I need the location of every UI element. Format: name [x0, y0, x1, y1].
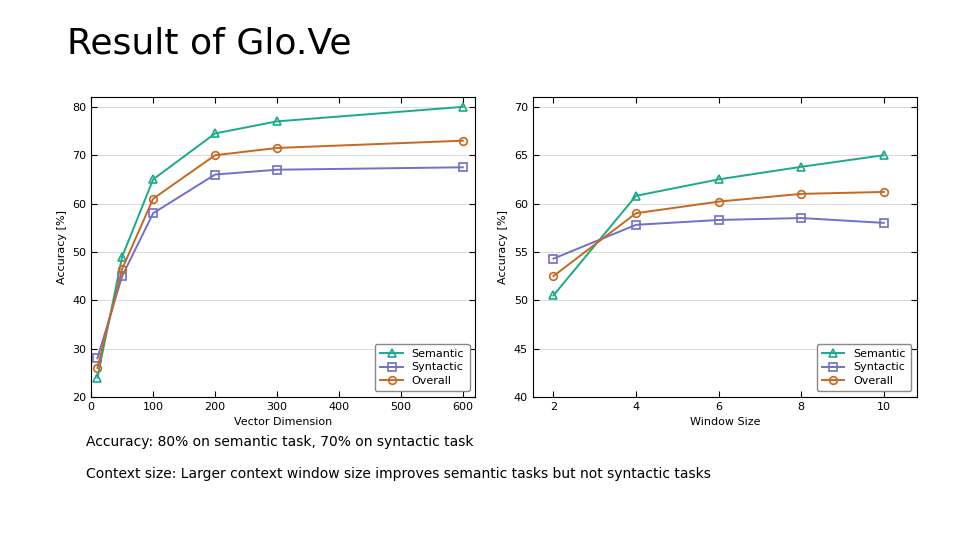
Semantic — [116, 253, 128, 260]
Overall — [272, 145, 283, 151]
Semantic — [209, 130, 221, 137]
Line: Syntactic: Syntactic — [93, 164, 467, 362]
Overall — [457, 138, 468, 144]
Legend: Semantic, Syntactic, Overall: Semantic, Syntactic, Overall — [375, 343, 469, 392]
Overall — [91, 364, 103, 371]
Syntactic — [457, 164, 468, 171]
X-axis label: Vector Dimension: Vector Dimension — [234, 417, 332, 427]
Semantic — [713, 176, 725, 183]
Line: Overall: Overall — [550, 188, 888, 280]
Line: Semantic: Semantic — [93, 103, 467, 382]
Overall — [548, 273, 560, 279]
Syntactic — [713, 217, 725, 223]
Overall — [878, 188, 890, 195]
Syntactic — [209, 171, 221, 178]
Syntactic — [91, 355, 103, 361]
Y-axis label: Accuracy [%]: Accuracy [%] — [57, 210, 66, 284]
Semantic — [457, 104, 468, 110]
Syntactic — [116, 273, 128, 279]
Syntactic — [148, 210, 159, 217]
Semantic — [91, 374, 103, 381]
Text: Context size: Larger context window size improves semantic tasks but not syntact: Context size: Larger context window size… — [86, 467, 711, 481]
Text: Result of Glo.Ve: Result of Glo.Ve — [67, 27, 351, 61]
Semantic — [631, 193, 642, 199]
Overall — [713, 198, 725, 205]
Overall — [116, 266, 128, 272]
Syntactic — [272, 166, 283, 173]
Syntactic — [878, 220, 890, 226]
X-axis label: Window Size: Window Size — [689, 417, 760, 427]
Overall — [631, 210, 642, 217]
Semantic — [272, 118, 283, 125]
Line: Overall: Overall — [93, 137, 467, 372]
Syntactic — [796, 215, 807, 221]
Semantic — [148, 176, 159, 183]
Y-axis label: Accuracy [%]: Accuracy [%] — [498, 210, 508, 284]
Line: Semantic: Semantic — [549, 151, 888, 300]
Syntactic — [631, 221, 642, 228]
Text: Accuracy: 80% on semantic task, 70% on syntactic task: Accuracy: 80% on semantic task, 70% on s… — [86, 435, 474, 449]
Semantic — [548, 292, 560, 299]
Semantic — [796, 164, 807, 170]
Semantic — [878, 152, 890, 158]
Overall — [209, 152, 221, 158]
Overall — [796, 191, 807, 197]
Syntactic — [548, 255, 560, 262]
Line: Syntactic: Syntactic — [550, 214, 888, 262]
Overall — [148, 195, 159, 202]
Legend: Semantic, Syntactic, Overall: Semantic, Syntactic, Overall — [817, 343, 911, 392]
